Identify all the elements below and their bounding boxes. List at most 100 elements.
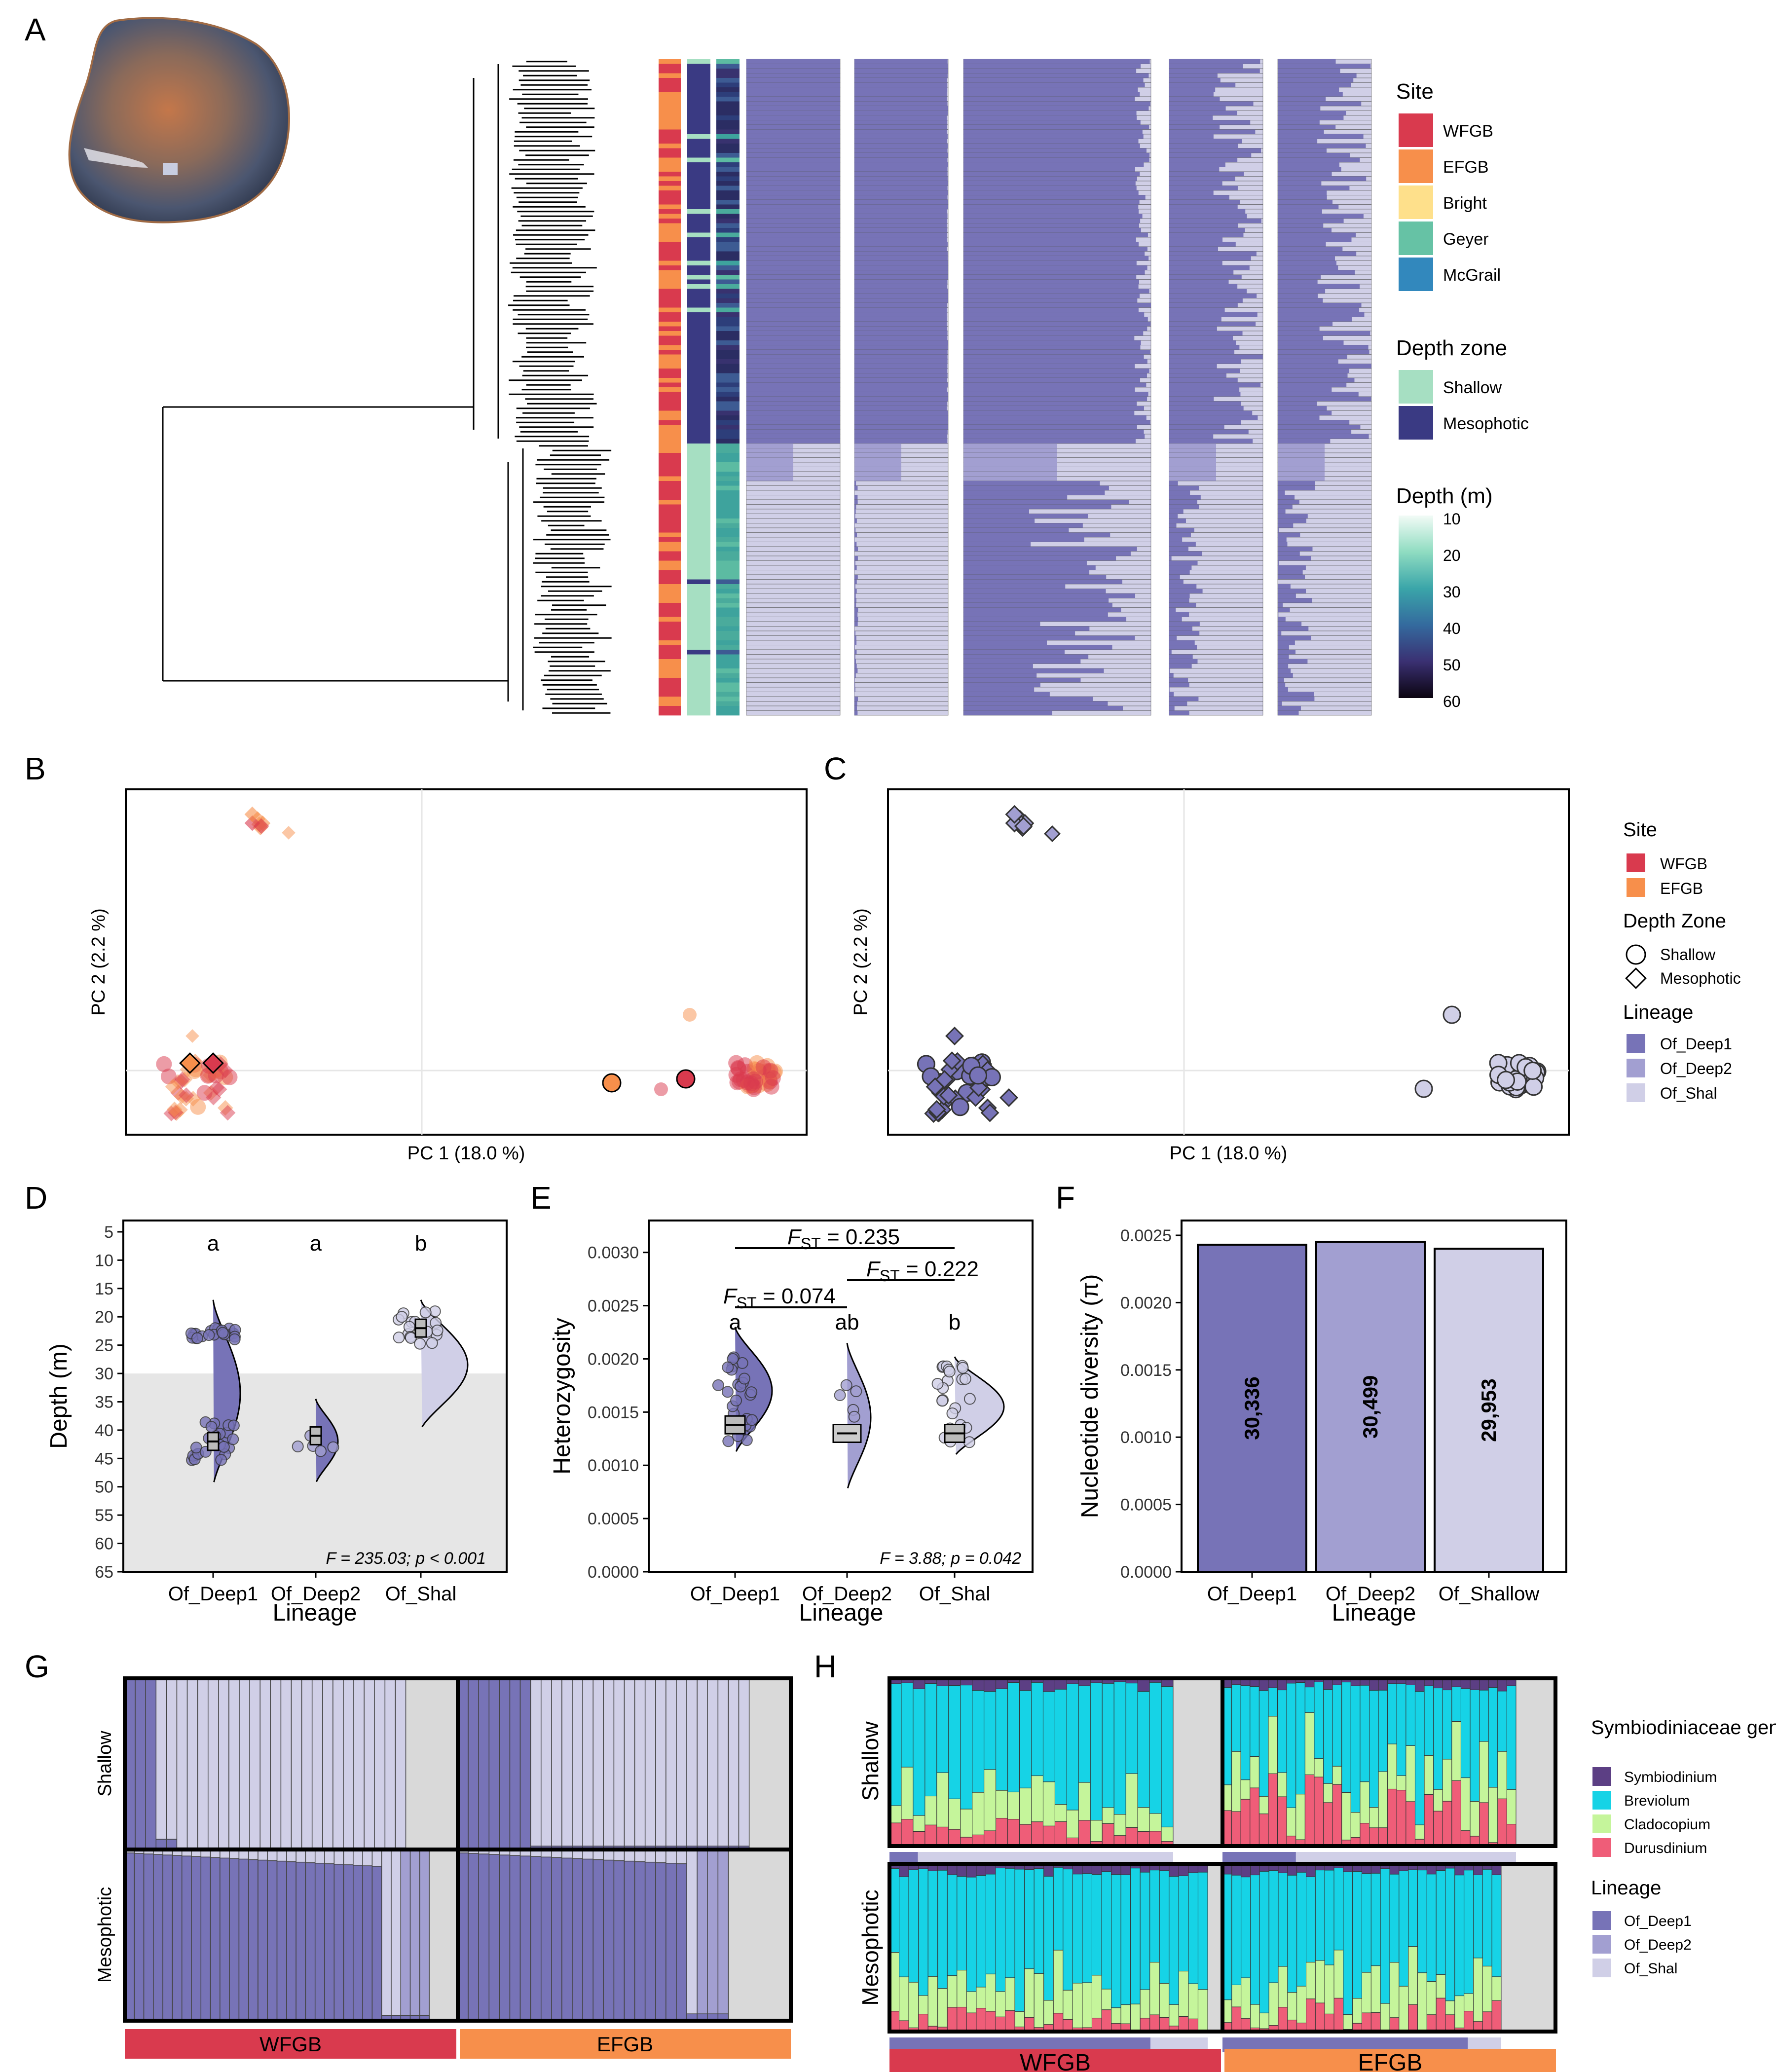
annot-site-cell bbox=[659, 317, 681, 322]
legend-swatch-mesophotic bbox=[1399, 406, 1433, 440]
h-bar-segment bbox=[1231, 2006, 1242, 2032]
violin-e-point bbox=[959, 1373, 971, 1385]
g-bar-top bbox=[208, 1678, 219, 1850]
g-bar-deep1 bbox=[582, 1858, 593, 2021]
annot-depth-cell bbox=[716, 345, 740, 350]
h-bar-segment bbox=[1258, 1690, 1269, 1797]
g-bar-deep1 bbox=[276, 1860, 287, 2021]
annot-site-cell bbox=[659, 668, 681, 673]
panel-f: 30,336 30,499 29,953 0.00000.00050.00100.0… bbox=[1077, 1220, 1567, 1626]
admix-cell-fill bbox=[1278, 167, 1341, 172]
g-bar-top bbox=[166, 1678, 178, 1850]
admix-cell-fill bbox=[963, 317, 1148, 322]
annot-zone-cell bbox=[687, 551, 710, 556]
h-bar-segment bbox=[908, 1982, 919, 2028]
annot-zone-cell bbox=[687, 645, 710, 650]
admix-cell-fill bbox=[854, 612, 858, 617]
annot-site-cell bbox=[659, 129, 681, 135]
admix-cell-fill bbox=[746, 101, 840, 106]
annot-depth-cell bbox=[716, 97, 740, 102]
h-bar-segment bbox=[1341, 1792, 1351, 1841]
g-bar-top bbox=[717, 1678, 729, 1850]
dendrogram-leaves-deep bbox=[508, 61, 597, 442]
admix-cell-fill bbox=[746, 382, 840, 387]
admix-cell-bg bbox=[746, 687, 841, 692]
admix-cell-fill bbox=[746, 279, 840, 284]
pca-b-point bbox=[202, 1052, 224, 1074]
annot-site-cell bbox=[659, 387, 681, 392]
annot-depth-cell bbox=[716, 439, 740, 444]
admix-cell-bg bbox=[746, 602, 841, 608]
admix-cell-fill bbox=[1278, 687, 1288, 692]
annot-depth-cell bbox=[716, 157, 740, 163]
admix-cell-bg bbox=[854, 546, 949, 552]
annot-zone-cell bbox=[687, 593, 710, 598]
admix-cell-fill bbox=[1169, 144, 1238, 148]
violin-d-point bbox=[405, 1332, 417, 1344]
legend-site: Site WFGB EFGB Bright Geyer McGrail bbox=[1396, 79, 1501, 291]
h-bar-segment bbox=[1417, 1972, 1427, 2031]
admix-cell-fill bbox=[854, 678, 855, 683]
pca-b-point bbox=[683, 1008, 697, 1022]
panel-letter-e: E bbox=[530, 1180, 552, 1216]
h-bar-segment bbox=[976, 2008, 986, 2032]
admix-cell-fill bbox=[1169, 219, 1261, 223]
g-bar-top bbox=[561, 1678, 573, 1850]
admix-cell-bg bbox=[746, 579, 841, 585]
depth-tick-60: 60 bbox=[1443, 693, 1461, 710]
violin-d-stat: F = 235.03; p < 0.001 bbox=[326, 1549, 486, 1568]
annot-site-cell bbox=[659, 382, 681, 388]
h-bar-segment bbox=[1169, 1876, 1179, 2005]
h-bar-segment bbox=[1460, 1777, 1471, 1831]
g-bar-top bbox=[541, 1678, 552, 1850]
annot-depth-cell bbox=[716, 706, 740, 711]
violin-e-letter: a bbox=[729, 1310, 741, 1334]
admix-cell-bg bbox=[746, 677, 841, 683]
admix-cell-fill bbox=[854, 382, 948, 387]
bar-f-marks: 30,336 30,499 29,953 bbox=[1197, 1241, 1544, 1573]
admix-cell-fill bbox=[1278, 697, 1315, 702]
annot-zone-cell bbox=[687, 444, 710, 448]
admix-cell-bg bbox=[1169, 523, 1263, 528]
admix-cell-fill bbox=[963, 682, 1040, 687]
annot-zone-cell bbox=[687, 687, 710, 692]
admix-cell-fill bbox=[963, 190, 1139, 195]
h-bar-segment bbox=[985, 2011, 996, 2032]
annot-depth-cell bbox=[716, 575, 740, 580]
fst-label: FST = 0.235 bbox=[787, 1225, 900, 1253]
admix-cell-bg bbox=[746, 504, 841, 510]
h-bar-segment bbox=[901, 1767, 914, 1820]
annot-site-cell bbox=[659, 350, 681, 355]
annot-site-cell bbox=[659, 326, 681, 332]
y-tick-label: 0.0025 bbox=[588, 1297, 639, 1316]
h-bar-segment bbox=[1054, 1804, 1067, 1822]
h-bar-segment bbox=[1408, 1869, 1418, 1947]
annot-depth-cell bbox=[716, 472, 740, 477]
panel-letters: A B C D E F G H bbox=[25, 12, 1075, 1684]
admix-cell-fill bbox=[963, 298, 1138, 303]
annot-zone-cell bbox=[687, 518, 710, 523]
admix-cell-fill bbox=[854, 682, 855, 687]
admix-cell-fill bbox=[1169, 101, 1254, 106]
admix-cell-fill bbox=[1169, 387, 1240, 392]
annot-zone-cell bbox=[687, 532, 710, 538]
annot-zone-cell bbox=[687, 415, 710, 420]
h-bar-segment bbox=[1333, 1867, 1344, 1951]
h-bar-segment bbox=[1387, 1743, 1397, 1789]
h-bar-segment bbox=[1125, 1773, 1138, 1828]
admix-cell-fill bbox=[746, 284, 840, 289]
admix-cell-fill bbox=[963, 101, 1150, 106]
admix-cell-fill bbox=[1278, 275, 1321, 280]
admix-cell-fill bbox=[746, 260, 840, 265]
annot-depth-cell bbox=[716, 247, 740, 252]
admix-cell-fill bbox=[963, 340, 1141, 345]
admix-cell-fill bbox=[854, 284, 948, 289]
admix-cell-fill bbox=[1169, 251, 1257, 256]
h-bar-segment bbox=[1090, 1682, 1103, 1821]
g-bar-top bbox=[697, 1849, 708, 2021]
pca-b-point bbox=[282, 826, 296, 840]
annot-zone-cell bbox=[687, 97, 710, 102]
h-bar-segment bbox=[1333, 1950, 1344, 1998]
bar-f-label: 29,953 bbox=[1477, 1378, 1500, 1442]
admix-cell-fill bbox=[963, 373, 1147, 378]
